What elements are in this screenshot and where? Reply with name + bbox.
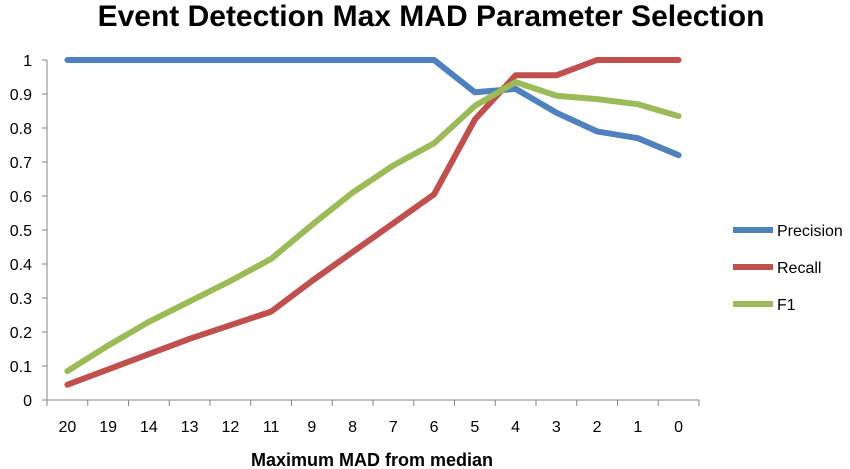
legend-item-precision: Precision — [733, 223, 843, 240]
x-tick-label: 13 — [181, 419, 199, 436]
x-tick-label: 11 — [263, 419, 280, 436]
y-tick-label: 0.7 — [10, 155, 32, 172]
y-tick-label: 0.2 — [10, 325, 32, 342]
y-tick-label: 0.8 — [10, 121, 32, 138]
y-tick-label: 0.5 — [10, 223, 32, 240]
x-tick-label: 9 — [307, 419, 316, 436]
legend: Precision Recall F1 — [733, 223, 843, 314]
series-line-recall — [64, 57, 682, 388]
series-lines — [64, 57, 682, 388]
legend-label: Precision — [777, 223, 843, 240]
chart-title: Event Detection Max MAD Parameter Select… — [98, 0, 765, 33]
legend-item-recall: Recall — [733, 260, 821, 277]
x-axis-label: Maximum MAD from median — [251, 450, 493, 469]
x-tick-label: 14 — [140, 419, 158, 436]
y-tick-label: 0.1 — [10, 359, 32, 376]
y-tick-label: 0.4 — [10, 257, 32, 274]
legend-label: Recall — [777, 260, 821, 277]
x-tick-label: 12 — [221, 419, 239, 436]
x-tick-label: 1 — [633, 419, 642, 436]
x-tick-label: 8 — [348, 419, 357, 436]
x-tick-label: 0 — [674, 419, 683, 436]
y-tick-label: 1 — [23, 53, 32, 70]
x-tick-label: 7 — [389, 419, 398, 436]
y-tick-label: 0 — [23, 393, 32, 410]
y-tick-label: 0.6 — [10, 189, 32, 206]
series-line-precision — [64, 57, 682, 159]
series-line-f1 — [64, 79, 682, 375]
x-tick-label: 19 — [99, 419, 117, 436]
y-tick-label: 0.9 — [10, 87, 32, 104]
y-tick-label: 0.3 — [10, 291, 32, 308]
x-tick-labels: 20 19 14 13 12 11 9 8 7 6 5 4 3 2 1 0 — [58, 419, 683, 436]
x-tick-label: 2 — [593, 419, 602, 436]
axes — [42, 59, 700, 406]
x-tick-label: 6 — [430, 419, 439, 436]
x-tick-label: 20 — [58, 419, 76, 436]
legend-item-f1: F1 — [733, 297, 796, 314]
y-tick-labels: 0 0.1 0.2 0.3 0.4 0.5 0.6 0.7 0.8 0.9 1 — [10, 53, 32, 410]
x-tick-label: 3 — [552, 419, 561, 436]
x-tick-label: 4 — [511, 419, 520, 436]
legend-label: F1 — [777, 297, 796, 314]
x-tick-label: 5 — [470, 419, 479, 436]
